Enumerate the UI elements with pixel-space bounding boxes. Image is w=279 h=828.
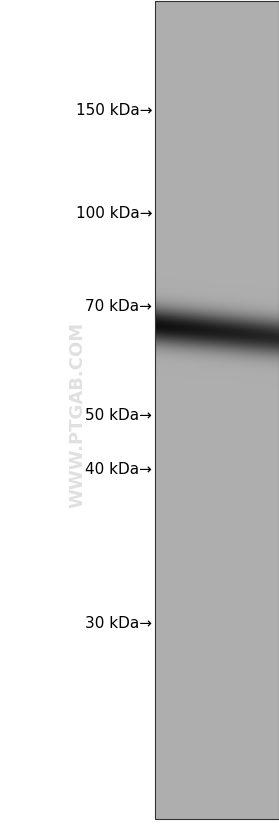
Text: 150 kDa→: 150 kDa→ xyxy=(76,103,152,118)
Text: 30 kDa→: 30 kDa→ xyxy=(85,614,152,630)
Text: 70 kDa→: 70 kDa→ xyxy=(85,298,152,313)
Text: 40 kDa→: 40 kDa→ xyxy=(85,462,152,477)
Text: 100 kDa→: 100 kDa→ xyxy=(76,205,152,220)
Text: 50 kDa→: 50 kDa→ xyxy=(85,407,152,422)
Text: WWW.PTGAB.COM: WWW.PTGAB.COM xyxy=(69,321,86,507)
Bar xyxy=(155,2,279,819)
